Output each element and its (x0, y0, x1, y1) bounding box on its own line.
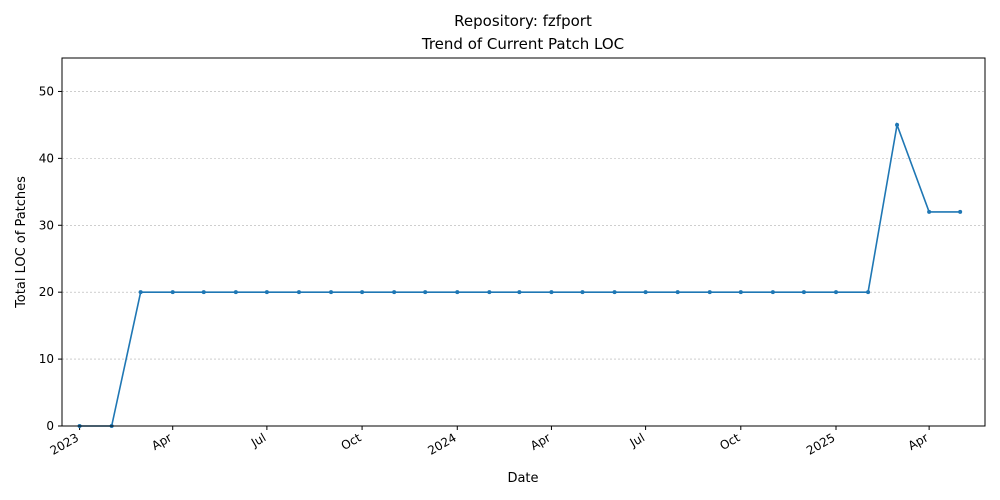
data-point (487, 290, 492, 295)
chart-subtitle: Trend of Current Patch LOC (421, 35, 624, 53)
data-point (360, 290, 365, 295)
data-point (233, 290, 238, 295)
data-point (770, 290, 775, 295)
data-point (707, 290, 712, 295)
data-point (201, 290, 206, 295)
x-tick-label: 2023 (48, 430, 81, 457)
data-point (329, 290, 334, 295)
data-point (264, 290, 269, 295)
data-point (738, 290, 743, 295)
data-point (866, 290, 871, 295)
x-tick-label: Jul (627, 430, 647, 450)
chart-title: Repository: fzfport (454, 12, 592, 30)
data-point (675, 290, 680, 295)
x-tick-label: Apr (528, 430, 553, 453)
data-point (517, 290, 522, 295)
data-point (580, 290, 585, 295)
x-tick-label: Oct (339, 430, 364, 453)
x-tick-label: 2025 (804, 430, 837, 457)
grid-lines (62, 91, 985, 360)
x-tick-label: Apr (906, 430, 931, 453)
data-point (392, 290, 397, 295)
data-point (549, 290, 554, 295)
x-tick-label: Apr (149, 430, 174, 453)
y-tick-label: 40 (39, 151, 54, 165)
x-tick-label: Oct (717, 430, 742, 453)
y-tick-label: 0 (46, 419, 54, 433)
x-tick-label: Jul (248, 430, 268, 450)
data-point (895, 122, 900, 127)
y-tick-label: 30 (39, 218, 54, 232)
data-point (801, 290, 806, 295)
data-point (833, 290, 838, 295)
data-point (958, 209, 963, 214)
plot-frame (61, 57, 986, 427)
data-point (455, 290, 460, 295)
data-point (643, 290, 648, 295)
y-tick-label: 50 (39, 84, 54, 98)
y-axis-label: Total LOC of Patches (14, 176, 29, 309)
data-point (423, 290, 428, 295)
data-point (612, 290, 617, 295)
series-line (79, 121, 961, 427)
x-tick-label: 2024 (425, 430, 458, 457)
x-axis-ticks: 2023 Apr Jul Oct 2024 Apr Jul Oct 2025 Apr (48, 426, 931, 458)
series-line-group (77, 121, 963, 428)
data-point (138, 290, 143, 295)
y-tick-label: 10 (39, 352, 54, 366)
x-axis-label: Date (507, 471, 538, 486)
data-point (170, 290, 175, 295)
y-axis-ticks: 0 10 20 30 40 50 (39, 84, 62, 433)
data-point (296, 290, 301, 295)
y-tick-label: 20 (39, 285, 54, 299)
data-point (927, 209, 932, 214)
